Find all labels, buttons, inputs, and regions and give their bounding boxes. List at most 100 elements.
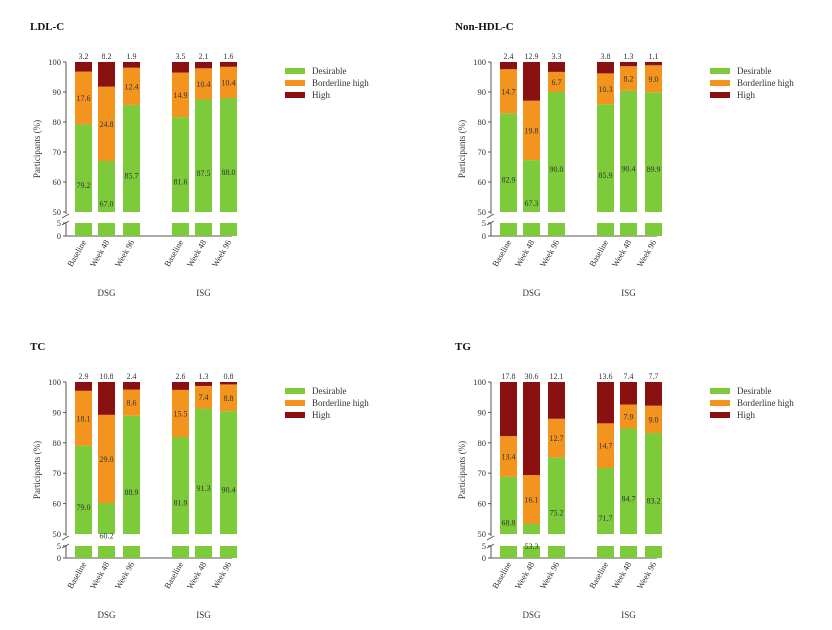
x-category-label: Week 48 <box>185 238 209 269</box>
x-category-label: Week 96 <box>210 560 234 591</box>
y-tick-label: 60 <box>478 177 487 187</box>
bar-high <box>195 62 212 69</box>
bar-borderline-high <box>195 68 212 100</box>
data-label-desirable: 67.3 <box>525 199 539 208</box>
y-tick-label: 100 <box>473 57 486 67</box>
bar-high <box>195 382 212 386</box>
data-label-borderline-high: 9.0 <box>649 75 659 84</box>
data-label-desirable: 79.0 <box>77 503 91 512</box>
bar-borderline-high <box>523 475 540 524</box>
chart-panel-tc: TC Participants (%) 0 5 50 60 70 80 90 100 79.0 18.… <box>30 341 369 620</box>
legend-label: Borderline high <box>737 398 794 408</box>
x-category-label: Week 48 <box>513 560 537 591</box>
data-label-high: 2.9 <box>79 372 89 381</box>
axis-break-mark <box>486 535 495 541</box>
data-label-high: 1.3 <box>199 372 209 381</box>
bar-desirable <box>220 411 237 534</box>
bar-desirable <box>123 104 140 212</box>
bar-desirable <box>220 98 237 212</box>
data-label-borderline-high: 8.6 <box>127 399 137 408</box>
data-label-borderline-high: 18.1 <box>77 414 91 423</box>
y-tick-label: 50 <box>53 207 62 217</box>
legend-swatch <box>710 388 730 394</box>
x-category-label: Baseline <box>162 560 185 591</box>
bar-desirable-lower <box>75 223 92 236</box>
data-label-desirable: 90.4 <box>222 486 236 495</box>
bar-desirable-lower <box>98 223 115 236</box>
bar-desirable-lower <box>75 546 92 558</box>
data-label-high: 7.7 <box>649 372 659 381</box>
y-tick-label: 60 <box>478 499 487 509</box>
y-tick-label: 70 <box>53 468 62 478</box>
data-label-desirable: 75.2 <box>550 509 564 518</box>
y-tick-label: 80 <box>478 438 487 448</box>
data-label-high: 1.3 <box>624 52 634 61</box>
data-label-desirable: 88.9 <box>125 488 139 497</box>
bar-high <box>220 62 237 67</box>
x-category-label: Baseline <box>65 238 88 269</box>
data-label-high: 3.5 <box>176 52 186 61</box>
y-tick-label: 0 <box>482 231 486 241</box>
x-category-label: Week 48 <box>185 560 209 591</box>
legend-label: Desirable <box>312 386 346 396</box>
bar-desirable <box>123 415 140 534</box>
bar-borderline-high <box>645 65 662 93</box>
x-category-label: Baseline <box>587 238 610 269</box>
legend-swatch <box>710 80 730 86</box>
data-label-desirable: 90.4 <box>622 164 636 173</box>
bar-borderline-high <box>620 66 637 91</box>
bar-desirable-lower <box>195 546 212 558</box>
chart-title: Non-HDL-C <box>455 21 514 33</box>
bar-desirable-lower <box>597 546 614 558</box>
chart-title: TC <box>30 341 45 353</box>
data-label-borderline-high: 8.8 <box>224 394 234 403</box>
data-label-high: 2.1 <box>199 52 209 61</box>
y-tick-label: 90 <box>53 87 62 97</box>
bar-desirable-lower <box>645 546 662 558</box>
y-tick-label: 0 <box>57 231 61 241</box>
data-label-high: 7.4 <box>624 372 634 381</box>
x-category-label: Week 96 <box>113 238 137 269</box>
bar-desirable <box>75 124 92 212</box>
legend-label: Borderline high <box>312 78 369 88</box>
x-category-label: Week 48 <box>610 238 634 269</box>
chart-title: TG <box>455 341 471 353</box>
y-tick-label: 90 <box>478 87 487 97</box>
bar-high <box>172 382 189 390</box>
bar-desirable-lower <box>500 546 517 558</box>
bar-borderline-high <box>98 86 115 161</box>
bar-desirable-lower <box>220 223 237 236</box>
data-label-borderline-high: 10.4 <box>222 78 236 87</box>
bar-desirable-lower <box>548 546 565 558</box>
data-label-desirable: 71.7 <box>599 514 613 523</box>
data-label-borderline-high: 7.9 <box>624 413 634 422</box>
legend-label: High <box>737 410 756 420</box>
bar-high <box>75 62 92 72</box>
bar-desirable-lower <box>172 223 189 236</box>
bar-high <box>645 62 662 66</box>
data-label-borderline-high: 14.7 <box>599 442 613 451</box>
data-label-desirable: 88.0 <box>222 168 236 177</box>
data-label-desirable: 84.7 <box>622 494 636 503</box>
data-label-borderline-high: 16.1 <box>525 495 539 504</box>
bar-borderline-high <box>645 405 662 434</box>
bar-desirable <box>620 428 637 534</box>
data-label-desirable: 60.2 <box>100 531 114 540</box>
bar-high <box>523 62 540 101</box>
group-label-dsg: DSG <box>97 610 116 620</box>
data-label-desirable: 67.0 <box>100 200 114 209</box>
bar-high <box>172 62 189 73</box>
y-tick-label: 5 <box>482 218 486 228</box>
y-tick-label: 90 <box>478 407 487 417</box>
bar-borderline-high <box>523 100 540 161</box>
y-tick-label: 5 <box>482 541 486 551</box>
data-label-desirable: 85.7 <box>125 171 139 180</box>
y-tick-label: 50 <box>478 529 487 539</box>
bar-borderline-high <box>123 389 140 416</box>
chart-title: LDL-C <box>30 21 64 33</box>
x-category-label: Week 48 <box>88 238 112 269</box>
data-label-desirable: 68.8 <box>502 518 516 527</box>
data-label-high: 10.8 <box>100 372 114 381</box>
y-tick-label: 50 <box>53 529 62 539</box>
